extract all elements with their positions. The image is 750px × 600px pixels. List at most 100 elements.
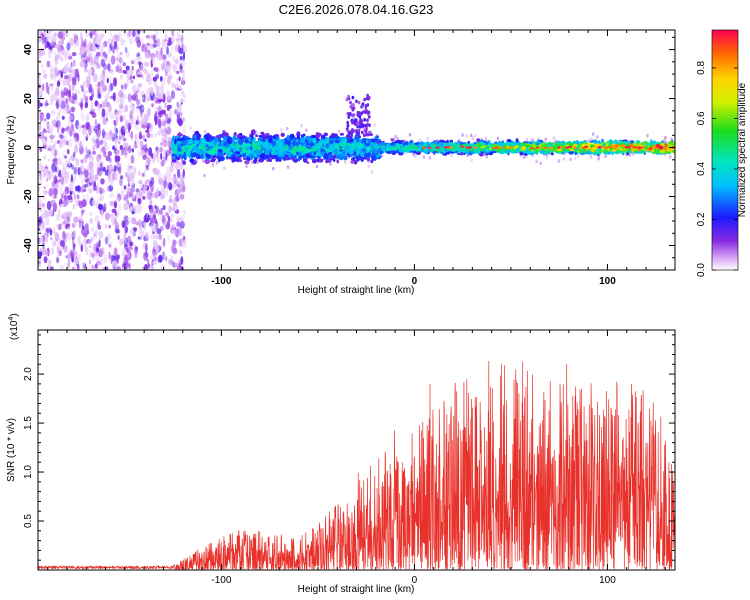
- spectrogram-cell: [471, 136, 475, 141]
- spectrogram-cell: [144, 217, 150, 223]
- spectrogram-cell: [127, 191, 130, 200]
- spectrogram-cell: [223, 141, 227, 145]
- spectrogram-cell: [142, 196, 146, 200]
- spectrogram-cell: [43, 118, 47, 122]
- spectrogram-cell: [127, 68, 132, 78]
- spectrogram-cell: [52, 33, 57, 43]
- spectrogram-cell: [140, 116, 144, 121]
- spectrogram-cell: [134, 195, 137, 202]
- spectrogram-cell: [141, 106, 145, 111]
- spectrogram-cell: [136, 39, 142, 48]
- spectrogram-cell: [358, 119, 362, 124]
- spectrogram-cell: [46, 112, 51, 120]
- spectrogram-cell: [153, 81, 158, 89]
- spectrogram-cell: [306, 161, 310, 164]
- spectrogram-cell: [70, 106, 76, 113]
- spectrogram-cell: [52, 144, 56, 151]
- spectrogram-cell: [106, 233, 112, 240]
- spectrogram-cell: [590, 137, 593, 142]
- spectrogram-cell: [85, 146, 88, 155]
- spectrogram-cell: [140, 229, 144, 239]
- spectrogram-cell: [78, 221, 82, 229]
- spectrogram-cell: [71, 83, 75, 93]
- spectrogram-cell: [367, 110, 371, 115]
- spectrogram-cell: [50, 98, 53, 106]
- spectrogram-cell: [102, 63, 108, 71]
- spectrogram-cell: [160, 152, 163, 160]
- spectrogram-cell: [71, 68, 76, 77]
- spectrogram-cell: [58, 31, 64, 40]
- spectrogram-cell: [182, 145, 186, 149]
- spectrogram-cell: [182, 160, 187, 166]
- spectrogram-cell: [176, 221, 181, 228]
- spectrogram-cell: [96, 82, 100, 88]
- spectrogram-cell: [57, 173, 62, 178]
- spectrogram-cell: [74, 185, 78, 192]
- spectrogram-cell: [136, 204, 143, 213]
- spectrogram-cell: [90, 181, 95, 186]
- spectrogram-cell: [123, 147, 127, 153]
- spectrogram-cell: [465, 134, 469, 138]
- spectrogram-cell: [61, 172, 67, 177]
- spectrogram-cell: [49, 266, 54, 270]
- spectrogram-cell: [361, 147, 367, 153]
- spectrogram-cell: [46, 41, 50, 47]
- spectrogram-cell: [227, 146, 231, 152]
- spectrogram-cell: [357, 128, 361, 133]
- spectrogram-cell: [168, 172, 172, 182]
- spectrogram-cell: [166, 119, 171, 124]
- spectrogram-cell: [120, 38, 124, 46]
- spectrogram-cell: [337, 129, 341, 133]
- spectrogram-cell: [44, 237, 49, 243]
- spectrogram-cell: [57, 111, 61, 120]
- spectrogram-cell: [171, 176, 176, 182]
- spectrogram-cell: [178, 85, 183, 90]
- spectrogram-cell: [147, 37, 150, 41]
- spectrogram-cell: [176, 105, 182, 115]
- spectrogram-cell: [470, 158, 474, 162]
- spectrogram-cell: [266, 145, 272, 150]
- spectrogram-cell: [280, 128, 283, 132]
- spectrogram-cell: [238, 139, 244, 145]
- spectrogram-cell: [181, 217, 184, 226]
- spectrogram-cell: [81, 209, 85, 214]
- spectrogram-cell: [370, 170, 374, 174]
- spectrogram-cell: [153, 40, 158, 44]
- spectrogram-cell: [210, 159, 216, 163]
- spectrogram-cell: [108, 86, 111, 94]
- spectrogram-cell: [84, 223, 89, 231]
- spectrogram-cell: [174, 138, 177, 145]
- spectrogram-cell: [368, 138, 372, 144]
- spectrogram-cell: [73, 93, 78, 101]
- spectrogram-cell: [275, 156, 279, 162]
- spectrogram-cell: [62, 97, 66, 104]
- spectrogram-cell: [122, 70, 127, 74]
- spectrogram-cell: [343, 142, 347, 147]
- spectrogram-cell: [75, 89, 81, 95]
- spectrogram-cell: [85, 193, 89, 202]
- spectrogram-cell: [172, 198, 177, 207]
- spectrogram-cell: [181, 239, 187, 249]
- spectrogram-cell: [329, 162, 332, 166]
- spectrogram-cell: [58, 184, 63, 194]
- spectrogram-cell: [49, 237, 53, 241]
- spectrogram-cell: [469, 133, 473, 138]
- spectrogram-cell: [113, 34, 118, 40]
- spectrogram-cell: [154, 67, 159, 72]
- spectrogram-cell: [366, 146, 371, 152]
- spectrogram-cell: [60, 70, 64, 79]
- spectrogram-cell: [127, 251, 131, 259]
- spectrogram-cell: [110, 215, 115, 224]
- spectrogram-cell: [595, 135, 599, 139]
- spectrogram-cell: [531, 138, 535, 143]
- spectrogram-cell: [92, 199, 96, 207]
- spectrogram-cell: [310, 148, 316, 152]
- spectrogram-cell: [162, 205, 166, 211]
- spectrogram-cell: [58, 179, 61, 183]
- spectrogram-cell: [67, 194, 73, 201]
- spectrogram-cell: [348, 149, 354, 155]
- spectrogram-cell: [110, 133, 116, 138]
- spectrogram-cell: [158, 209, 163, 215]
- spectrogram-cell: [341, 153, 347, 157]
- spectrogram-cell: [71, 249, 76, 254]
